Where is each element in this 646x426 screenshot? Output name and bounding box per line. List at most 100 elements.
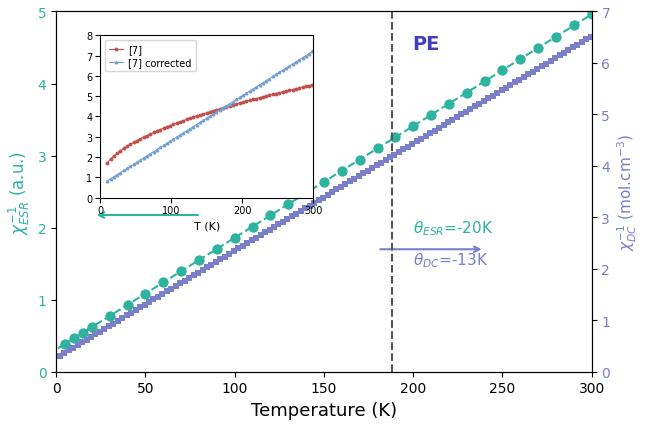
Point [215,256,225,263]
Point [300,205,310,212]
Line: [7] corrected: [7] corrected [106,51,315,183]
Y-axis label: $\chi_{DC}^{-1}$ (mol.cm$^{-3}$): $\chi_{DC}^{-1}$ (mol.cm$^{-3}$) [616,134,639,250]
Point [331,187,342,193]
Point [568,23,579,30]
Point [510,80,520,86]
Point [483,96,494,103]
Point [81,337,92,343]
Point [87,324,97,331]
[7] corrected [103,179,111,184]
[7] corrected [245,89,253,95]
Point [247,237,257,244]
Point [554,53,565,60]
Point [537,63,547,70]
Point [162,288,172,295]
[7] [186,116,194,121]
Point [126,310,136,317]
Point [63,347,74,354]
Point [212,246,222,253]
Point [72,342,83,348]
Point [194,257,204,264]
Point [273,222,284,228]
Point [501,85,511,92]
Point [105,313,115,320]
Point [318,195,328,201]
Point [559,50,569,57]
Point [304,203,315,210]
Point [407,141,417,148]
Point [353,173,364,180]
Point [515,57,525,63]
Text: FE: FE [275,35,302,54]
Point [184,275,194,282]
Point [69,335,79,342]
X-axis label: T (K): T (K) [194,221,220,231]
Point [496,88,506,95]
Legend: [7], [7] corrected: [7], [7] corrected [105,41,196,72]
Point [327,189,337,196]
Line: [7]: [7] [106,84,315,165]
[7] corrected [222,104,230,109]
Point [550,56,560,63]
Point [255,232,266,239]
Point [90,331,101,338]
Point [220,253,230,260]
X-axis label: Temperature (K): Temperature (K) [251,401,397,419]
Point [266,213,276,219]
Point [238,243,248,250]
Point [425,130,435,137]
Point [452,115,462,121]
[7] [138,136,145,141]
[7] corrected [301,55,309,60]
Point [152,294,163,300]
Point [309,200,319,207]
Point [336,184,346,191]
[7] corrected [189,125,196,130]
Point [519,74,529,81]
Point [412,138,422,145]
[7] corrected [138,158,145,163]
Point [434,125,444,132]
Point [367,165,377,172]
Point [318,179,329,186]
Point [206,262,216,268]
Point [135,304,145,311]
Point [474,101,484,108]
Point [398,147,408,153]
Point [108,320,118,327]
Point [78,329,88,336]
Point [180,278,190,285]
Point [291,211,302,218]
Point [371,163,382,170]
Point [461,109,471,116]
Point [211,259,221,266]
[7] [309,83,317,88]
Point [171,283,181,290]
Point [505,82,516,89]
Point [345,178,355,185]
Point [372,146,382,153]
Point [104,323,114,330]
Point [59,350,69,357]
Point [376,160,386,167]
Point [587,12,597,19]
Point [158,279,169,286]
Point [514,77,525,84]
Point [282,216,293,223]
Point [287,213,297,220]
Point [264,227,275,233]
Point [175,280,185,287]
Point [112,318,123,325]
Point [362,168,373,175]
Point [296,208,306,215]
Point [443,120,453,127]
[7] corrected [186,127,194,132]
Point [408,123,419,130]
Point [260,230,270,236]
Point [551,34,561,41]
Text: PE: PE [412,35,439,54]
Point [229,248,239,255]
Point [416,136,426,143]
Point [568,45,578,52]
Point [176,268,186,275]
